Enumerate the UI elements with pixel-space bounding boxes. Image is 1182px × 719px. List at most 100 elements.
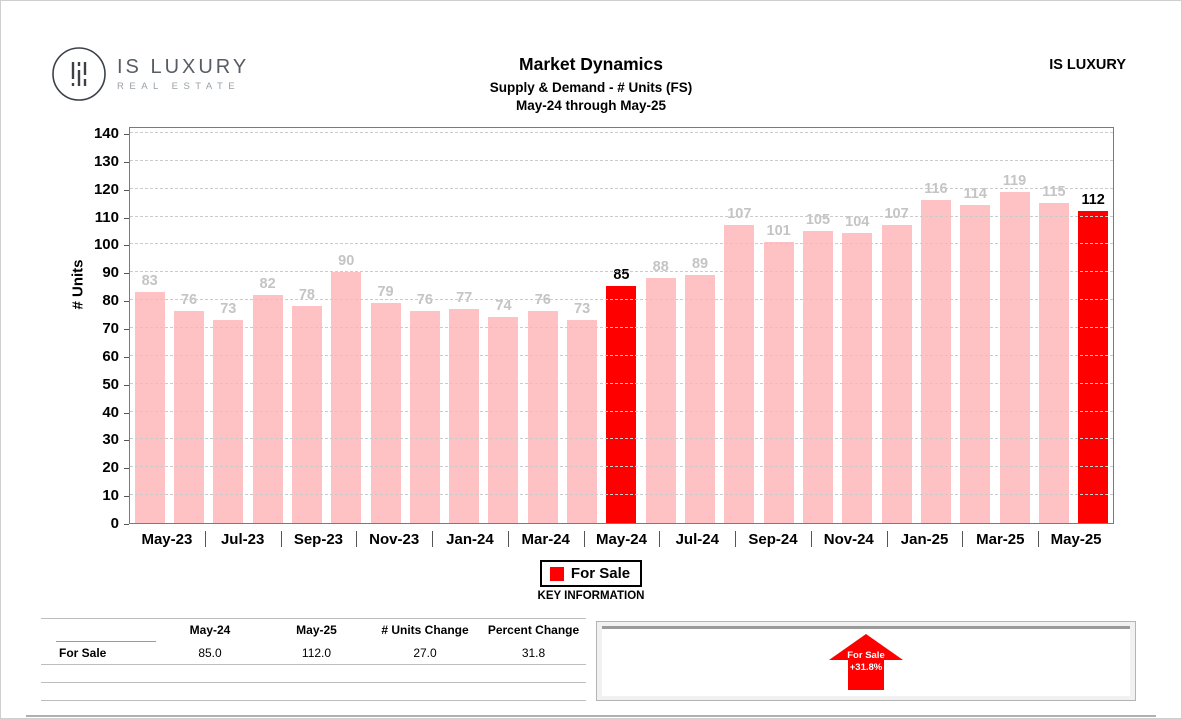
gridline bbox=[130, 410, 1113, 412]
row-value: 27.0 bbox=[413, 646, 437, 660]
x-tick-label: May-24 bbox=[583, 528, 660, 550]
chart-title-block: Market Dynamics Supply & Demand - # Unit… bbox=[1, 54, 1181, 113]
bar-slot: 83 bbox=[130, 128, 169, 523]
gridline bbox=[130, 159, 1113, 161]
bar-Jan-24 bbox=[449, 308, 480, 523]
y-tick-label: 0 bbox=[110, 515, 119, 532]
bar-slot: 116 bbox=[916, 128, 955, 523]
bar-slot: 114 bbox=[956, 128, 995, 523]
bar-value-label: 77 bbox=[456, 289, 473, 306]
gridline bbox=[130, 271, 1113, 273]
row-value: 31.8 bbox=[521, 646, 546, 660]
bar-slot: 107 bbox=[720, 128, 759, 523]
table-rule bbox=[41, 618, 586, 619]
row-value: 85.0 bbox=[198, 646, 222, 660]
legend: For Sale bbox=[539, 560, 643, 587]
bar-slot: 79 bbox=[366, 128, 405, 523]
callout-panel: For Sale +31.8% bbox=[596, 621, 1136, 701]
y-tick-mark bbox=[124, 496, 129, 498]
gridline bbox=[130, 215, 1113, 217]
y-tick-mark bbox=[124, 412, 129, 414]
bar-slot: 82 bbox=[248, 128, 287, 523]
bar-slot: 78 bbox=[287, 128, 326, 523]
y-tick-mark bbox=[124, 468, 129, 470]
bar-series: 83 76 73 82 78 90 79 76 77 74 76 73 85 88 89 107 101 105 1… bbox=[130, 128, 1113, 523]
y-tick-label: 100 bbox=[93, 236, 119, 254]
bar-Jun-23 bbox=[173, 311, 204, 523]
bar-slot: 77 bbox=[445, 128, 484, 523]
x-tick-label: Mar-25 bbox=[962, 528, 1038, 550]
table-row: For Sale 85.0 112.0 27.0 31.8 bbox=[41, 642, 586, 664]
y-tick-label: 60 bbox=[102, 347, 119, 365]
table-header-row: May-24 May-25 # Units Change Percent Cha… bbox=[41, 619, 586, 641]
y-tick-label: 140 bbox=[93, 125, 119, 142]
y-tick-label: 90 bbox=[102, 264, 119, 282]
bar-slot: 74 bbox=[484, 128, 523, 523]
page-title: Market Dynamics bbox=[519, 54, 663, 74]
bar-value-label: 107 bbox=[884, 205, 909, 222]
page-subtitle: Supply & Demand - # Units (FS) bbox=[489, 80, 693, 95]
table-rule bbox=[41, 700, 586, 701]
table-rule bbox=[41, 664, 586, 665]
bar-value-label: 85 bbox=[613, 267, 630, 284]
callout-canvas: For Sale +31.8% bbox=[602, 626, 1130, 696]
x-tick-label: Sep-23 bbox=[280, 528, 357, 550]
bar-slot: 105 bbox=[798, 128, 837, 523]
bar-Aug-24 bbox=[724, 224, 755, 523]
bar-slot: 89 bbox=[680, 128, 719, 523]
bar-value-label: 114 bbox=[963, 186, 987, 203]
y-tick-mark bbox=[124, 384, 129, 386]
bar-value-label: 89 bbox=[691, 256, 709, 273]
bottom-rule bbox=[26, 715, 1156, 717]
up-arrow-icon: For Sale +31.8% bbox=[829, 634, 903, 690]
table-header-cell bbox=[41, 626, 156, 634]
y-tick-label: 130 bbox=[93, 152, 119, 170]
legend-swatch-icon bbox=[549, 566, 564, 581]
y-tick-label: 120 bbox=[93, 180, 119, 198]
bar-Sep-23 bbox=[291, 305, 322, 523]
x-tick-label: Nov-24 bbox=[810, 528, 887, 550]
bar-slot: 85 bbox=[602, 128, 641, 523]
bar-slot: 76 bbox=[405, 128, 444, 523]
gridline bbox=[130, 243, 1113, 245]
x-tick-label: Mar-24 bbox=[507, 528, 584, 550]
y-tick-label: 70 bbox=[102, 320, 119, 337]
bar-slot: 104 bbox=[838, 128, 877, 523]
bar-value-label: 104 bbox=[845, 214, 870, 231]
bar-Apr-25 bbox=[1038, 202, 1069, 523]
bar-Sep-24 bbox=[763, 241, 794, 523]
logo-subtitle-text: REAL ESTATE bbox=[117, 81, 241, 92]
table-header-cell: May-25 bbox=[296, 623, 337, 637]
bar-value-label: 73 bbox=[220, 300, 237, 317]
bar-Mar-25 bbox=[999, 191, 1030, 523]
bar-Oct-23 bbox=[331, 272, 362, 523]
key-information-heading: KEY INFORMATION bbox=[537, 590, 645, 602]
gridline bbox=[130, 299, 1113, 301]
table-header-cell: May-24 bbox=[189, 623, 231, 637]
bar-slot: 101 bbox=[759, 128, 798, 523]
gridline bbox=[130, 438, 1113, 440]
bar-value-label: 83 bbox=[141, 272, 158, 289]
row-label: For Sale bbox=[59, 646, 107, 660]
table-rule bbox=[56, 641, 156, 642]
bar-value-label: 112 bbox=[1081, 192, 1105, 208]
bar-value-label: 79 bbox=[377, 283, 394, 300]
bar-Aug-23 bbox=[252, 294, 283, 523]
bar-slot: 73 bbox=[562, 128, 601, 523]
logo-brand-text: IS LUXURY bbox=[117, 56, 250, 78]
bar-Mar-24 bbox=[527, 311, 558, 523]
bar-value-label: 116 bbox=[924, 180, 948, 197]
bar-slot: 73 bbox=[209, 128, 248, 523]
y-tick-label: 80 bbox=[102, 292, 119, 310]
y-tick-mark bbox=[124, 189, 129, 191]
bar-value-label: 76 bbox=[180, 292, 198, 309]
table-header-cell: Percent Change bbox=[487, 623, 580, 637]
bar-slot: 90 bbox=[327, 128, 366, 523]
table-header-cell: # Units Change bbox=[381, 623, 469, 637]
gridline bbox=[130, 494, 1113, 496]
bar-May-25 bbox=[1078, 211, 1109, 523]
y-tick-mark bbox=[124, 356, 129, 358]
bar-value-label: 76 bbox=[416, 292, 433, 309]
callout-change: +31.8% bbox=[850, 662, 883, 673]
